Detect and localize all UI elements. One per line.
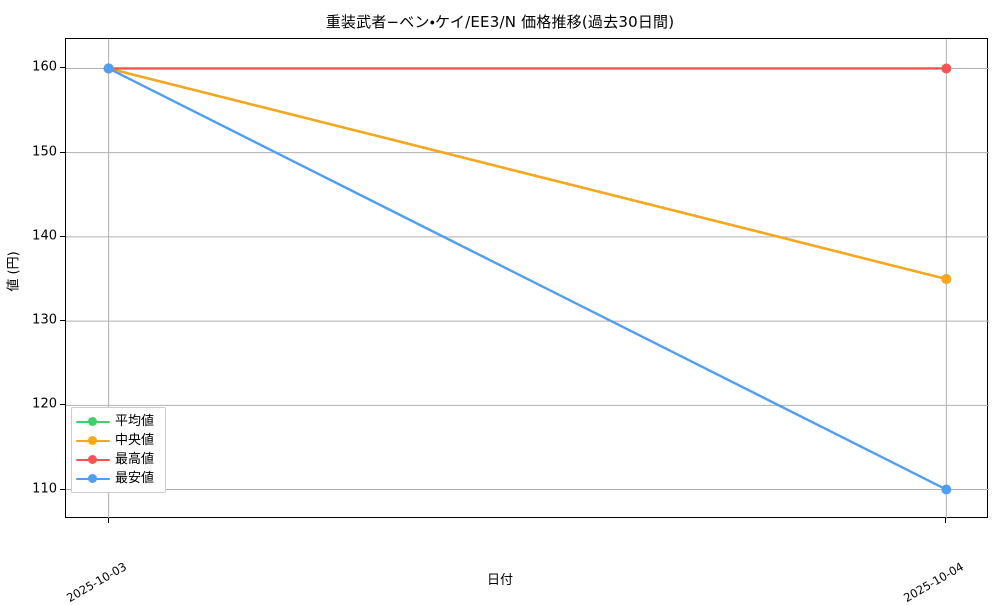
y-axis-tick-mark bbox=[60, 488, 65, 490]
legend-item-label: 最安値 bbox=[115, 471, 155, 486]
y-axis-tick-mark bbox=[60, 235, 65, 237]
legend-swatch-icon bbox=[76, 453, 110, 467]
legend-item-中央値[interactable]: 中央値 bbox=[76, 431, 160, 450]
y-axis-tick-label: 130 bbox=[32, 312, 57, 328]
y-axis-tick-mark bbox=[60, 151, 65, 153]
data-point-marker bbox=[941, 484, 952, 495]
y-axis-tick-mark bbox=[60, 404, 65, 406]
legend-swatch-icon bbox=[76, 472, 110, 486]
data-point-marker bbox=[941, 63, 952, 74]
y-axis-tick-label: 140 bbox=[32, 228, 57, 244]
y-axis-tick-mark bbox=[60, 67, 65, 69]
series-line-中央値 bbox=[107, 67, 948, 281]
plot-area bbox=[65, 38, 989, 519]
chart-legend[interactable]: 平均値中央値最高値最安値 bbox=[71, 407, 166, 493]
x-axis-tick-label: 2025-10-04 bbox=[901, 526, 1000, 605]
x-axis-tick-label: 2025-10-03 bbox=[64, 526, 187, 605]
x-axis-label: 日付 bbox=[486, 573, 513, 588]
legend-item-平均値[interactable]: 平均値 bbox=[76, 412, 160, 431]
y-axis-tick-label: 160 bbox=[32, 59, 57, 75]
legend-item-label: 最高値 bbox=[115, 452, 155, 467]
y-axis-tick-marks bbox=[0, 38, 65, 518]
x-axis-tick-mark bbox=[107, 518, 109, 523]
data-point-marker bbox=[103, 63, 114, 74]
series-lines bbox=[107, 67, 948, 491]
legend-item-label: 平均値 bbox=[115, 414, 155, 429]
y-axis-tick-label: 150 bbox=[32, 144, 57, 160]
legend-swatch-icon bbox=[76, 415, 110, 429]
chart-title: 重装武者−ベン・ケイ/EE3/N 価格推移(過去30日間) bbox=[325, 13, 675, 31]
y-axis-tick-mark bbox=[60, 320, 65, 322]
legend-item-最高値[interactable]: 最高値 bbox=[76, 450, 160, 469]
y-axis-tick-label: 110 bbox=[32, 481, 57, 497]
series-line-最安値 bbox=[107, 67, 948, 491]
legend-dot-icon bbox=[88, 417, 97, 426]
x-axis-tick-mark bbox=[945, 518, 947, 523]
legend-item-最安値[interactable]: 最安値 bbox=[76, 469, 160, 488]
plot-svg bbox=[66, 39, 989, 519]
x-axis-tick-area: 2025-10-03 2025-10-04 bbox=[0, 518, 1000, 605]
legend-swatch-icon bbox=[76, 434, 110, 448]
legend-dot-icon bbox=[88, 436, 97, 445]
y-axis-label: 値 (円) bbox=[6, 251, 22, 292]
data-point-marker bbox=[941, 274, 952, 284]
legend-dot-icon bbox=[88, 455, 97, 464]
y-axis-tick-label: 120 bbox=[32, 396, 57, 412]
legend-dot-icon bbox=[88, 474, 97, 483]
series-markers bbox=[103, 63, 952, 495]
legend-item-label: 中央値 bbox=[115, 433, 155, 448]
y-axis-tick-labels: 160 150 140 130 120 110 bbox=[0, 38, 57, 518]
